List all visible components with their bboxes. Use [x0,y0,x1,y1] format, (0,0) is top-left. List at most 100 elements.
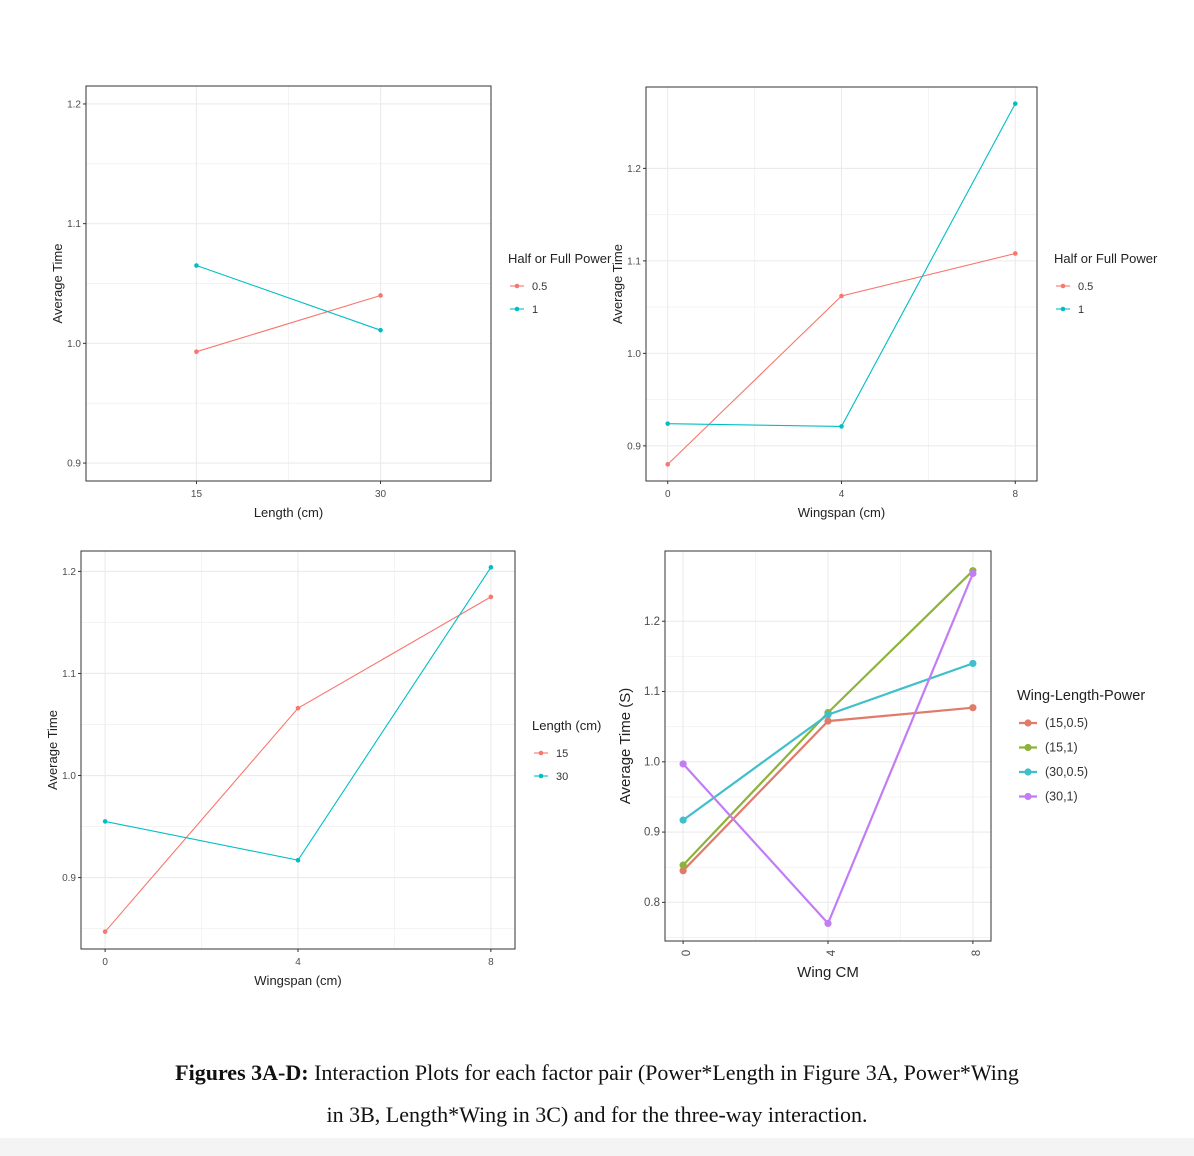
data-point [969,704,977,712]
x-tick-label: 4 [839,489,845,500]
legend-key-point [538,773,544,779]
data-point [102,929,108,934]
data-point [824,919,832,928]
legend-label: 30 [556,771,568,783]
x-tick-label: 30 [375,489,387,500]
legend-key-point [1024,719,1032,727]
caption-bold: Figures 3A-D: [175,1060,309,1085]
y-axis-title: Average Time [610,244,625,324]
y-tick-label: 1.1 [627,256,641,267]
y-tick-label: 0.9 [644,827,660,839]
data-point [378,293,383,298]
legend-title: Half or Full Power [508,251,612,266]
data-point [194,263,199,268]
x-tick-label: 0 [102,957,108,968]
data-point [679,867,687,875]
legend-label: 0.5 [532,281,547,293]
legend-title: Wing-Length-Power [1017,688,1145,704]
data-point [488,565,494,570]
legend-key-point [1060,283,1066,289]
data-point [679,816,687,824]
legend-key-point [1060,306,1066,312]
data-point [1012,101,1018,106]
series-line-2 [196,264,381,331]
legend-key-point [1024,792,1032,801]
legend-label: 1 [532,304,538,316]
x-axis-title: Length (cm) [254,505,323,520]
y-tick-label: 1.0 [644,756,660,768]
legend-label: 1 [1078,304,1084,316]
data-point [824,711,832,719]
legend-label: 0.5 [1078,281,1093,293]
x-tick-label: 15 [191,489,203,500]
y-tick-label: 0.9 [67,459,81,470]
data-point [295,705,301,711]
y-tick-label: 1.2 [644,616,660,628]
x-axis-title: Wingspan (cm) [798,505,885,520]
y-tick-label: 1.1 [67,219,81,230]
legend-title: Length (cm) [532,718,601,733]
y-axis-title: Average Time [45,710,60,790]
data-point [839,293,844,299]
data-point [969,569,977,578]
figure-caption: Figures 3A-D: Interaction Plots for each… [0,1052,1194,1136]
data-point [969,659,977,668]
data-point [665,462,671,467]
x-tick-label: 8 [971,950,983,956]
series-line-1 [196,294,381,353]
x-tick-label: 0 [681,950,693,956]
legend-key-point [514,306,520,312]
legend-key-point [1024,743,1032,752]
y-tick-label: 1.0 [62,771,76,782]
x-axis-title: Wingspan (cm) [254,973,341,988]
chart-panel-a: 0.9 1.0 1.1 1.2 15 30 Length (cm) Average Time H… [50,85,612,520]
y-tick-label: 0.8 [644,897,660,909]
page-bottom-band [0,1138,1194,1156]
y-tick-label: 1.0 [627,349,641,360]
x-tick-label: 0 [665,489,671,500]
y-tick-label: 1.2 [67,99,81,110]
x-tick-label: 4 [295,957,301,968]
y-tick-label: 1.1 [62,669,76,680]
chart-panel-c: 0.9 1.0 1.1 1.2 0 4 8 Wingspan (cm) Average Time… [45,550,601,988]
data-point [194,349,199,355]
data-point [102,819,108,824]
legend-title: Half or Full Power [1054,251,1158,266]
y-tick-label: 1.2 [62,567,76,578]
data-point [295,857,301,863]
legend-label: (15,1) [1045,741,1078,755]
legend-key-point [1024,768,1032,776]
x-tick-label: 8 [1012,489,1018,500]
legend-key-point [538,750,544,756]
x-tick-label: 4 [826,949,838,956]
panel-border [85,85,492,482]
data-point [488,594,494,600]
y-axis-title: Average Time (S) [617,688,634,804]
y-tick-label: 1.2 [627,164,641,175]
data-point [665,421,671,426]
x-axis-title: Wing CM [797,964,859,981]
legend-label: (30,0.5) [1045,765,1088,779]
data-point [679,861,687,869]
data-point [839,424,844,429]
chart-panel-b: 0.9 1.0 1.1 1.2 0 4 8 Wingspan (cm) Average Time… [610,86,1158,520]
data-point [679,760,687,768]
y-axis-title: Average Time [50,244,65,324]
data-point [1012,251,1018,256]
caption-line-2: in 3B, Length*Wing in 3C) and for the th… [326,1102,868,1127]
chart-panel-d: 0.8 0.9 1.0 1.1 1.2 0 4 8 Wing CM Average Time (S… [617,550,1145,981]
y-tick-label: 0.9 [627,441,641,452]
data-point [378,327,383,333]
legend-label: (15,0.5) [1045,716,1088,730]
data-point [824,717,832,725]
caption-line1-text: Interaction Plots for each factor pair (… [308,1060,1019,1085]
x-tick-label: 8 [488,957,494,968]
legend-label: (30,1) [1045,790,1078,804]
legend-label: 15 [556,748,568,760]
y-tick-label: 0.9 [62,873,76,884]
caption-line-1: Figures 3A-D: Interaction Plots for each… [0,1052,1194,1094]
y-tick-label: 1.0 [67,339,81,350]
y-tick-label: 1.1 [644,686,660,698]
legend-key-point [514,283,520,289]
